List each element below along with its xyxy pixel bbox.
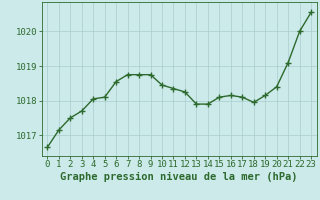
X-axis label: Graphe pression niveau de la mer (hPa): Graphe pression niveau de la mer (hPa) (60, 172, 298, 182)
